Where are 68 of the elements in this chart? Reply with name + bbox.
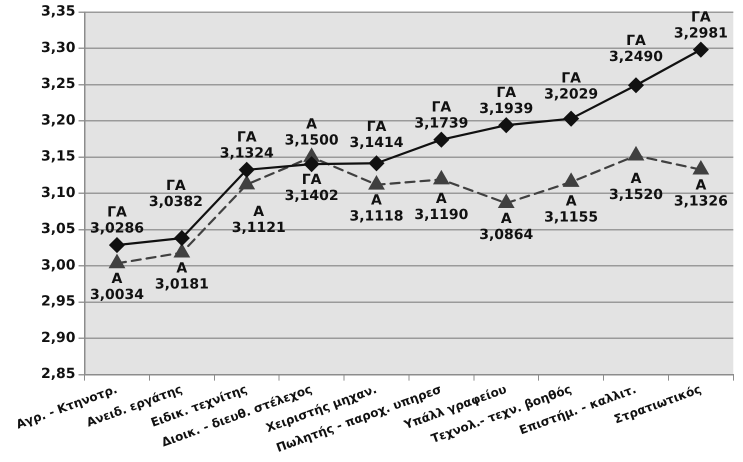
text: Α xyxy=(695,177,706,194)
point xyxy=(498,194,514,208)
series-label: Α xyxy=(112,270,123,287)
y-tick-label: 2,95 xyxy=(40,294,76,310)
text: ΓΑ xyxy=(236,129,257,146)
text: ΓΑ xyxy=(107,204,127,221)
point xyxy=(628,78,644,93)
text: Α xyxy=(371,192,382,208)
point xyxy=(564,173,579,187)
data-label: 3,1155 xyxy=(544,210,598,226)
point xyxy=(434,132,449,148)
y-tick-label: 3,30 xyxy=(40,40,76,56)
point xyxy=(239,162,254,178)
point xyxy=(498,118,514,133)
text: Α xyxy=(566,194,577,210)
data-label: 3,1402 xyxy=(284,188,339,204)
point xyxy=(304,156,320,172)
text: ΓΑ xyxy=(626,32,646,49)
text: Α xyxy=(306,116,318,133)
data-label: 3,2981 xyxy=(674,25,728,42)
text: ΓΑ xyxy=(366,118,386,135)
y-tick-label: 3,25 xyxy=(40,76,76,92)
point xyxy=(368,156,384,171)
data-label: 3,0864 xyxy=(479,226,534,243)
text: ΓΑ xyxy=(431,99,452,116)
text: ΓΑ xyxy=(496,84,516,101)
point xyxy=(434,170,449,184)
y-tick-label: 2,85 xyxy=(40,366,76,382)
data-label: 3,1520 xyxy=(608,187,664,204)
data-label: 3,1121 xyxy=(232,220,286,236)
data-label: 3,0034 xyxy=(90,286,144,303)
y-tick-label: 3,00 xyxy=(40,257,76,274)
y-tick-label: 2,90 xyxy=(40,330,76,346)
data-label: 3,0382 xyxy=(148,194,203,210)
text: ΓΑ xyxy=(166,178,186,194)
point xyxy=(368,176,384,190)
data-label: 3,1190 xyxy=(414,207,469,224)
y-tick-label: 3,20 xyxy=(40,112,76,128)
data-label: 3,1739 xyxy=(414,115,468,132)
data-label: 3,1500 xyxy=(284,132,339,149)
point xyxy=(564,111,579,126)
text: Α xyxy=(176,260,188,276)
y-tick-label: 3,15 xyxy=(40,148,76,165)
data-label: 3,0181 xyxy=(154,276,209,292)
series-label: ΓΑ xyxy=(302,172,322,188)
point xyxy=(174,244,190,258)
data-label: 3,1414 xyxy=(349,134,404,151)
point xyxy=(693,42,708,58)
data-label: 3,2490 xyxy=(608,48,664,65)
text: Α xyxy=(436,191,447,208)
y-tick-label: 3,10 xyxy=(40,184,76,201)
data-label: 3,1324 xyxy=(220,145,274,162)
data-label: 3,1939 xyxy=(479,100,534,117)
point xyxy=(628,146,644,160)
text: ΓΑ xyxy=(690,9,711,26)
text: Α xyxy=(253,204,264,220)
y-tick-label: 3,05 xyxy=(40,221,76,238)
data-label: 3,1326 xyxy=(674,193,728,210)
data-label: 3,1118 xyxy=(349,208,404,224)
data-label: 3,2029 xyxy=(544,86,598,102)
point xyxy=(109,254,125,268)
point xyxy=(239,176,254,190)
text: Α xyxy=(500,210,512,227)
point xyxy=(693,161,708,175)
text: ΓΑ xyxy=(561,70,581,86)
text: Α xyxy=(630,171,642,188)
data-label: 3,0286 xyxy=(90,220,144,237)
y-tick-label: 3,35 xyxy=(40,4,76,20)
